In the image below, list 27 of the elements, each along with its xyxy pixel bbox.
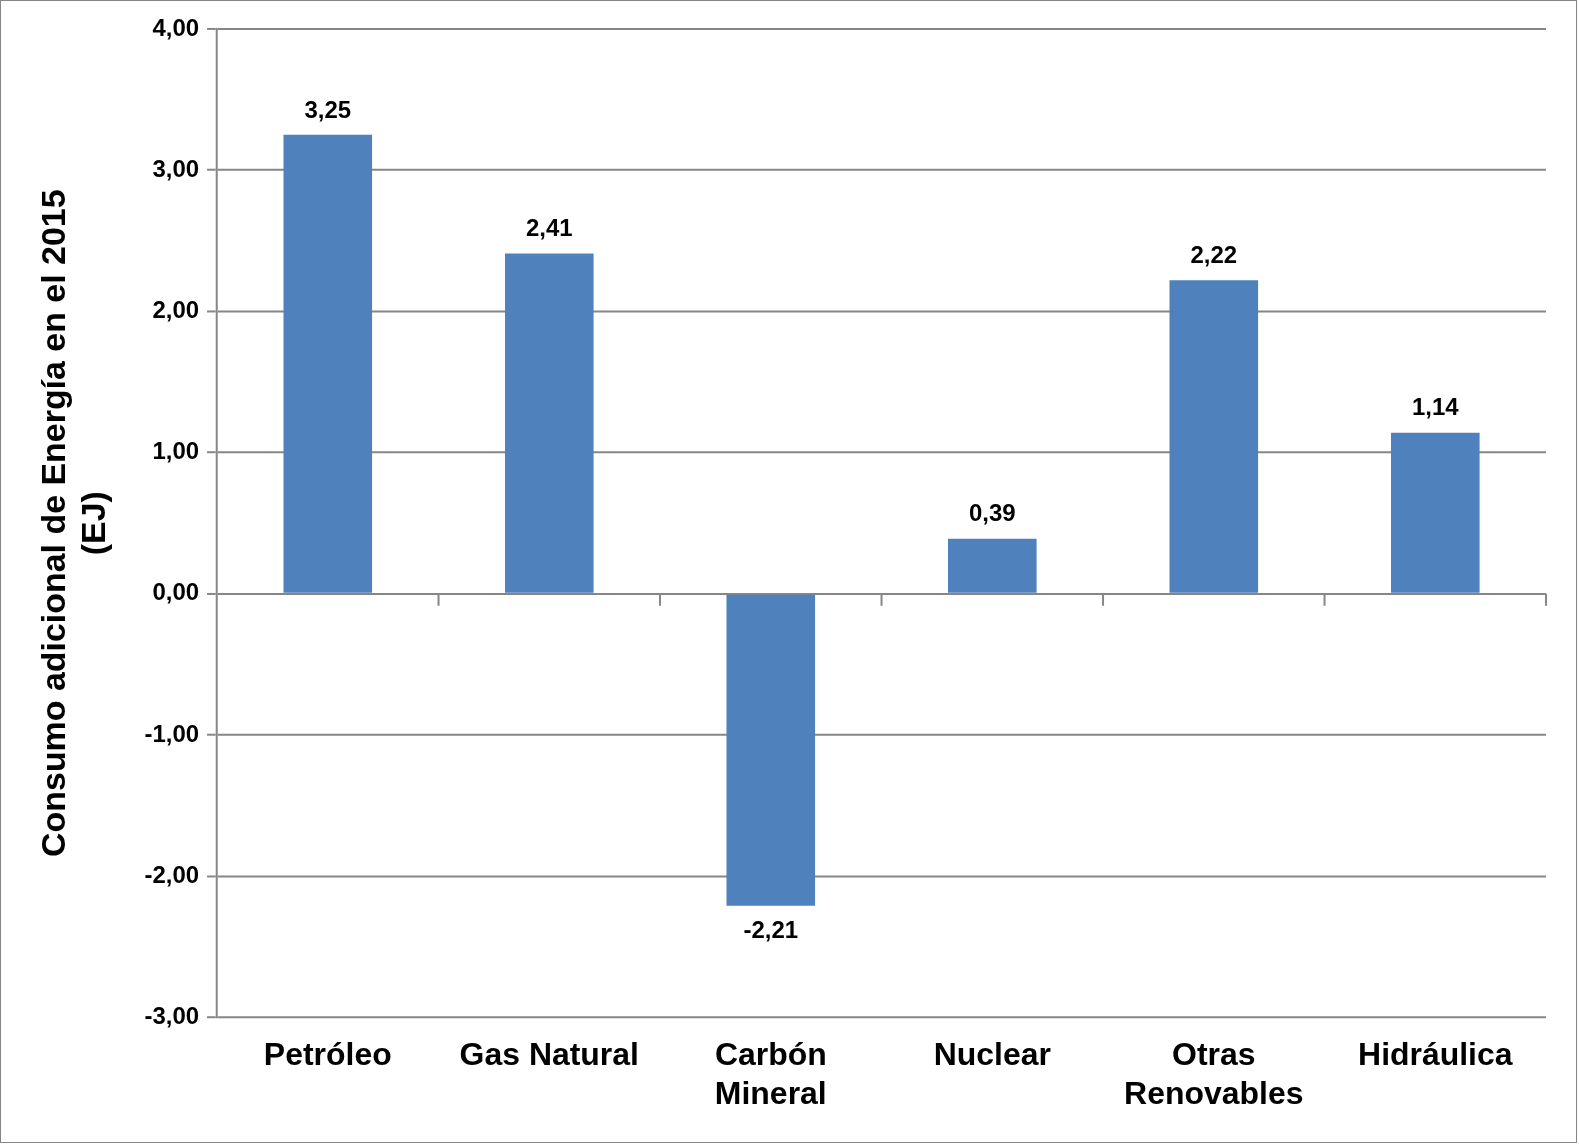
bar bbox=[283, 134, 373, 593]
y-axis-title: Consumo adicional de Energía en el 2015 (EJ) bbox=[33, 189, 113, 857]
data-label: 1,14 bbox=[1411, 393, 1460, 421]
y-tick-label: 0,00 bbox=[152, 578, 200, 606]
data-label: 2,22 bbox=[1190, 240, 1238, 268]
data-label: 3,25 bbox=[304, 95, 352, 123]
y-tick-label: 4,00 bbox=[152, 13, 200, 41]
data-label: 0,39 bbox=[968, 499, 1016, 527]
bar bbox=[1169, 280, 1259, 593]
bar bbox=[504, 253, 594, 593]
y-tick-label: 1,00 bbox=[152, 437, 200, 465]
bar bbox=[726, 594, 816, 906]
x-tick-label: Gas Natural bbox=[459, 1036, 639, 1073]
y-tick-label: -3,00 bbox=[144, 1002, 200, 1030]
x-tick-label: Hidráulica bbox=[1358, 1036, 1513, 1073]
y-tick-label: -1,00 bbox=[144, 719, 200, 747]
x-tick-label: Petróleo bbox=[263, 1036, 392, 1073]
y-tick-label: 2,00 bbox=[152, 295, 200, 323]
data-label: -2,21 bbox=[743, 916, 799, 944]
y-tick-label: -2,00 bbox=[144, 860, 200, 888]
x-tick-label: Nuclear bbox=[933, 1036, 1051, 1073]
bar bbox=[1390, 432, 1480, 593]
y-tick-label: 3,00 bbox=[152, 154, 200, 182]
bar bbox=[947, 538, 1037, 593]
data-label: 2,41 bbox=[525, 214, 573, 242]
x-tick-label: Carbón Mineral bbox=[714, 1036, 827, 1111]
x-tick-label: Otras Renovables bbox=[1124, 1036, 1304, 1111]
